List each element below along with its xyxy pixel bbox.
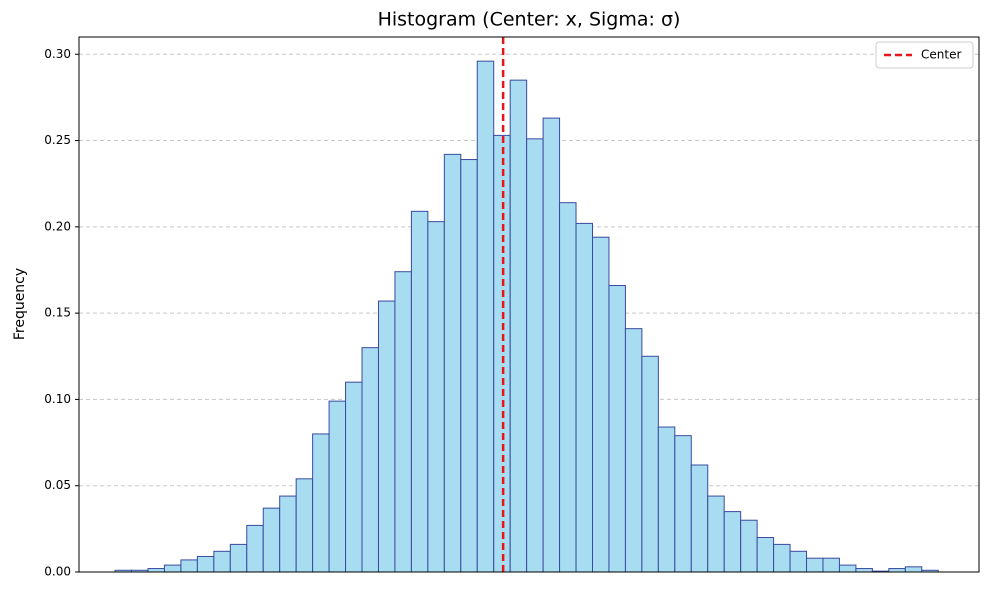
bar [740, 519, 758, 573]
bar [163, 564, 182, 573]
bar [855, 568, 873, 573]
bar [789, 550, 808, 573]
bar [279, 495, 297, 573]
y-tick-label: 0.30 [44, 47, 71, 61]
bar [707, 495, 725, 573]
y-tick-label: 0.05 [44, 478, 71, 492]
bar [394, 271, 412, 573]
legend-box [875, 41, 974, 69]
bar [526, 138, 544, 573]
bar [822, 557, 840, 573]
bar [723, 511, 742, 573]
bar [838, 564, 857, 573]
y-tick-label: 0.00 [44, 565, 71, 579]
bar [213, 550, 231, 573]
bar [295, 478, 314, 573]
bar [427, 221, 445, 573]
bar [756, 536, 775, 573]
y-tick-label: 0.25 [44, 133, 71, 147]
bar [196, 555, 215, 573]
bar [888, 568, 906, 573]
y-tick-label: 0.10 [44, 392, 71, 406]
bar [641, 355, 659, 573]
bar [246, 524, 264, 573]
legend-label: Center [921, 48, 961, 62]
bar [773, 543, 791, 573]
bar [608, 285, 626, 573]
bar [657, 426, 676, 573]
bar [904, 566, 923, 573]
bar [460, 159, 478, 573]
bar [147, 568, 165, 573]
bar [262, 507, 281, 573]
bar [328, 400, 347, 573]
bar [361, 347, 379, 573]
bar [229, 543, 248, 573]
bar [806, 557, 824, 573]
bar [476, 60, 495, 573]
y-axis-label: Frequency [12, 268, 28, 340]
bar [542, 117, 561, 573]
bar [493, 134, 511, 573]
bar [410, 210, 429, 573]
bar [377, 300, 396, 573]
bar [592, 236, 610, 573]
bar [624, 328, 643, 573]
bar [690, 464, 709, 573]
chart-title: Histogram (Center: x, Sigma: σ) [378, 9, 681, 31]
bar [559, 202, 577, 573]
bar [509, 79, 528, 573]
bar [345, 381, 363, 573]
bar [674, 435, 692, 573]
bar [575, 222, 594, 573]
bar [312, 433, 330, 573]
y-tick-label: 0.15 [44, 306, 71, 320]
bar [180, 559, 198, 573]
plot-frame [78, 36, 980, 573]
bar [443, 153, 462, 573]
y-tick-label: 0.20 [44, 219, 71, 233]
